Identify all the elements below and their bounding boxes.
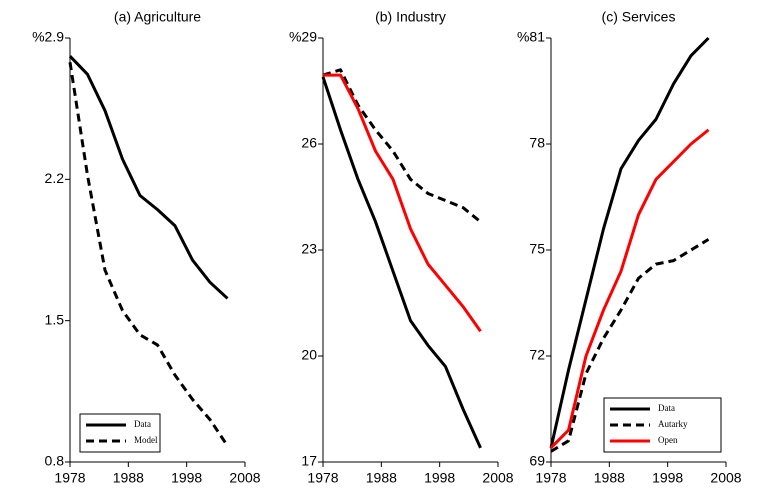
panel: (b) Industry 17 20 23 26 %29 1978 1988 1998 2008 [289, 9, 514, 486]
panel: (a) Agriculture 0.8 1.5 2.2 %2.9 1978 1988 1998… [32, 9, 261, 486]
y-tick-label: %29 [289, 29, 317, 45]
x-tick-label: 1978 [54, 470, 85, 486]
y-tick-label: 75 [529, 241, 545, 257]
panel-title: (b) Industry [375, 9, 446, 25]
legend-box [79, 413, 161, 453]
legend-label: Open [658, 435, 678, 445]
data-line [323, 73, 482, 333]
x-tick-label: 1988 [594, 470, 625, 486]
data-line [68, 61, 229, 447]
legend-label: Model [134, 435, 158, 445]
legend-label: Autarky [658, 419, 688, 429]
y-tick-label: 26 [301, 135, 317, 151]
y-tick-label: 23 [301, 241, 317, 257]
data-line [549, 36, 710, 449]
y-tick-label: 2.2 [45, 170, 65, 186]
legend-label: Data [134, 419, 151, 429]
y-tick-label: 78 [529, 135, 545, 151]
x-tick-label: 2008 [710, 470, 741, 486]
x-tick-label: 1998 [652, 470, 683, 486]
data-line [321, 76, 482, 449]
y-tick-label: 0.8 [45, 453, 65, 469]
x-tick-label: 1988 [113, 470, 144, 486]
x-tick-label: 1988 [366, 470, 397, 486]
y-tick-label: 1.5 [45, 311, 65, 327]
legend-label: Data [658, 403, 675, 413]
data-line [322, 68, 482, 223]
y-tick-label: %2.9 [32, 29, 64, 45]
panel: (c) Services 69 72 75 78 %81 1978 1988 1998 2008 D… [517, 9, 742, 486]
y-tick-label: %81 [517, 29, 545, 45]
x-tick-label: 1978 [307, 470, 338, 486]
data-line [550, 238, 710, 453]
y-tick-label: 17 [301, 453, 317, 469]
data-line [68, 55, 229, 300]
x-tick-label: 1998 [171, 470, 202, 486]
x-tick-label: 2008 [229, 470, 260, 486]
x-tick-label: 2008 [482, 470, 513, 486]
x-tick-label: 1978 [535, 470, 566, 486]
x-tick-label: 1998 [424, 470, 455, 486]
panel-title: (c) Services [602, 9, 676, 25]
data-line [549, 128, 710, 449]
panel-title: (a) Agriculture [114, 9, 201, 25]
y-tick-label: 20 [301, 347, 317, 363]
y-tick-label: 72 [529, 347, 545, 363]
y-tick-label: 69 [529, 453, 545, 469]
